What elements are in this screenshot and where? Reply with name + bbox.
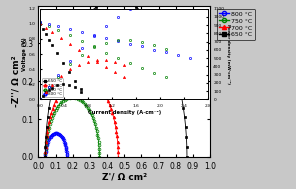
Y-axis label: -Z''/ Ω cm²: -Z''/ Ω cm²	[11, 55, 20, 107]
Y-axis label: Power density (mW·cm⁻²): Power density (mW·cm⁻²)	[226, 24, 230, 84]
Legend: 800 °C, 750 °C, 700 °C, 650 °C: 800 °C, 750 °C, 700 °C, 650 °C	[217, 9, 255, 40]
X-axis label: Z'/ Ω cm²: Z'/ Ω cm²	[102, 172, 147, 181]
